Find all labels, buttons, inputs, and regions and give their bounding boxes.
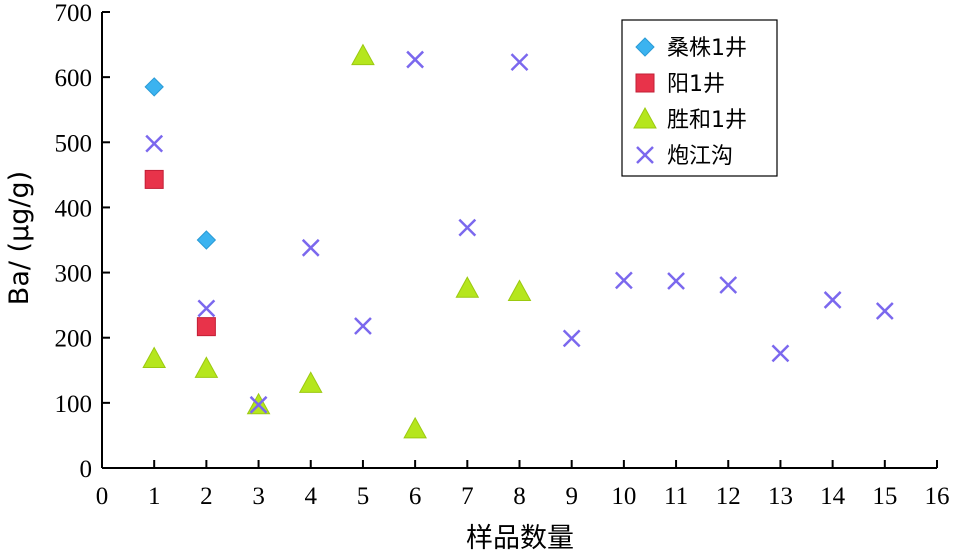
x-tick-label: 1 <box>148 483 161 510</box>
legend-marker-square <box>635 73 655 93</box>
data-point-x <box>875 302 894 320</box>
x-tick-label: 9 <box>565 483 578 510</box>
y-tick-label: 200 <box>55 326 93 353</box>
data-point-triangle <box>351 43 375 66</box>
x-tick-label: 0 <box>96 483 109 510</box>
data-point-x <box>562 329 581 348</box>
y-tick-label: 500 <box>55 130 93 157</box>
data-point-x <box>406 50 425 69</box>
x-tick-label: 8 <box>513 483 526 510</box>
axes <box>101 11 938 469</box>
legend-marker-x <box>636 146 654 164</box>
data-points <box>142 43 894 439</box>
data-point-x <box>510 53 529 72</box>
y-tick-label: 400 <box>55 195 93 222</box>
data-point-x <box>771 344 790 363</box>
data-point-x <box>614 271 633 290</box>
y-tick-label: 700 <box>55 0 93 27</box>
data-point-diamond <box>144 77 164 97</box>
data-point-triangle <box>298 371 323 393</box>
data-point-x <box>458 218 477 237</box>
x-tick-label: 11 <box>664 483 688 510</box>
x-tick-label: 3 <box>252 483 265 510</box>
data-point-diamond <box>196 230 217 250</box>
x-axis-label: 样品数量 <box>466 523 574 551</box>
x-tick-label: 14 <box>820 483 846 510</box>
data-point-x <box>145 134 164 153</box>
x-tick-label: 16 <box>925 483 950 510</box>
data-point-x <box>197 299 216 318</box>
legend-label: 桑株1井 <box>667 36 747 61</box>
data-point-x <box>667 272 685 290</box>
y-tick-label: 0 <box>80 456 93 483</box>
data-point-triangle <box>142 346 167 369</box>
data-point-triangle <box>403 416 427 439</box>
data-point-triangle <box>455 276 480 298</box>
data-point-x <box>301 238 320 257</box>
legend-marker-diamond <box>635 37 655 57</box>
tick-labels: 0 1 2 3 4 5 6 7 8 9 10 11 12 13 14 15 160100200300400500… <box>55 0 950 510</box>
data-point-x <box>354 317 372 335</box>
x-tick-label: 15 <box>872 483 897 510</box>
legend-label: 炮江沟 <box>667 144 733 169</box>
x-tick-label: 5 <box>357 483 370 510</box>
x-tick-label: 4 <box>305 483 318 510</box>
legend-label: 胜和1井 <box>667 108 747 133</box>
legend-label: 阳1井 <box>667 72 725 97</box>
legend-marker-triangle <box>633 106 657 129</box>
data-point-x <box>249 395 268 414</box>
x-tick-label: 2 <box>200 483 213 510</box>
data-point-square <box>144 169 164 189</box>
x-tick-label: 13 <box>768 483 793 510</box>
x-tick-label: 7 <box>461 483 474 510</box>
data-point-x <box>823 291 842 309</box>
y-axis-label: Ba/ (μg/g) <box>4 171 35 305</box>
data-point-triangle <box>194 356 219 378</box>
x-tick-label: 6 <box>409 483 422 510</box>
x-tick-label: 12 <box>716 483 741 510</box>
data-point-triangle <box>507 279 532 301</box>
data-point-x <box>719 276 738 294</box>
y-tick-label: 300 <box>55 261 93 288</box>
data-point-square <box>196 317 216 337</box>
x-tick-label: 10 <box>611 483 636 510</box>
y-tick-label: 100 <box>55 391 93 418</box>
y-tick-label: 600 <box>55 65 93 92</box>
